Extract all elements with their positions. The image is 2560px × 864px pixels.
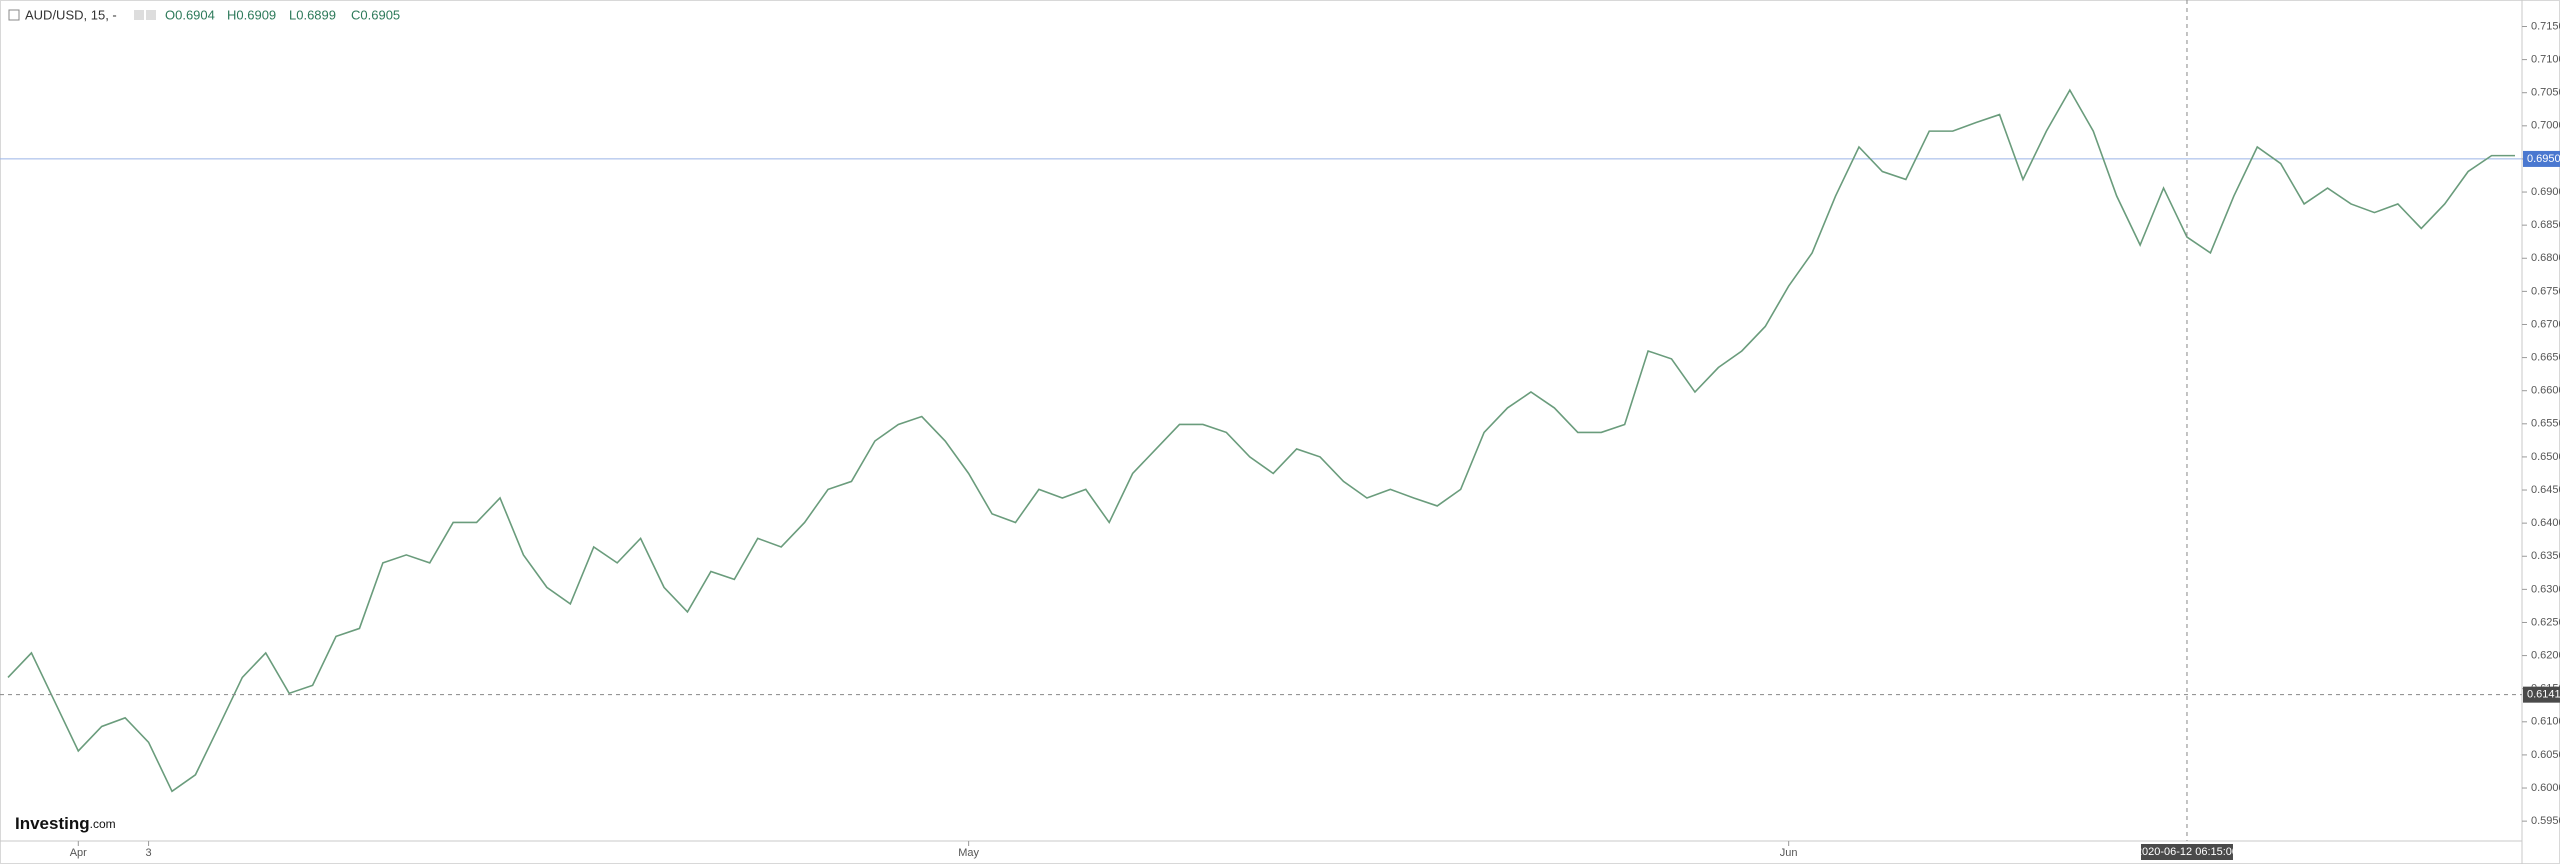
crosshair-y-box	[2523, 686, 2560, 703]
settings-icon[interactable]	[146, 10, 156, 20]
x-tick-label: Apr	[70, 847, 87, 859]
price-line	[7, 88, 2515, 793]
last-price-box	[2523, 150, 2560, 167]
crosshair-x-label: 2020-06-12 06:15:00	[2136, 846, 2238, 858]
x-tick-label: Jun	[1780, 847, 1798, 859]
logo: Investing.com	[15, 814, 116, 833]
ohlc-value: L0.6899	[289, 7, 336, 22]
ohlc-value: C0.6905	[351, 7, 400, 22]
crosshair-x-box	[2140, 844, 2233, 860]
x-tick-label: May	[958, 847, 979, 859]
ohlc-value: H0.6909	[227, 7, 276, 22]
x-tick-label: 3	[146, 847, 152, 859]
settings-icon[interactable]	[134, 10, 144, 20]
last-price-label: 0.6950	[2527, 153, 2560, 165]
crosshair-y-label: 0.6141	[2527, 689, 2560, 701]
ohlc-value: O0.6904	[165, 7, 215, 22]
y-tick-label: 0.7150	[2531, 20, 2560, 32]
chart-title: AUD/USD, 15, -	[25, 7, 117, 22]
collapse-icon[interactable]	[8, 9, 20, 21]
